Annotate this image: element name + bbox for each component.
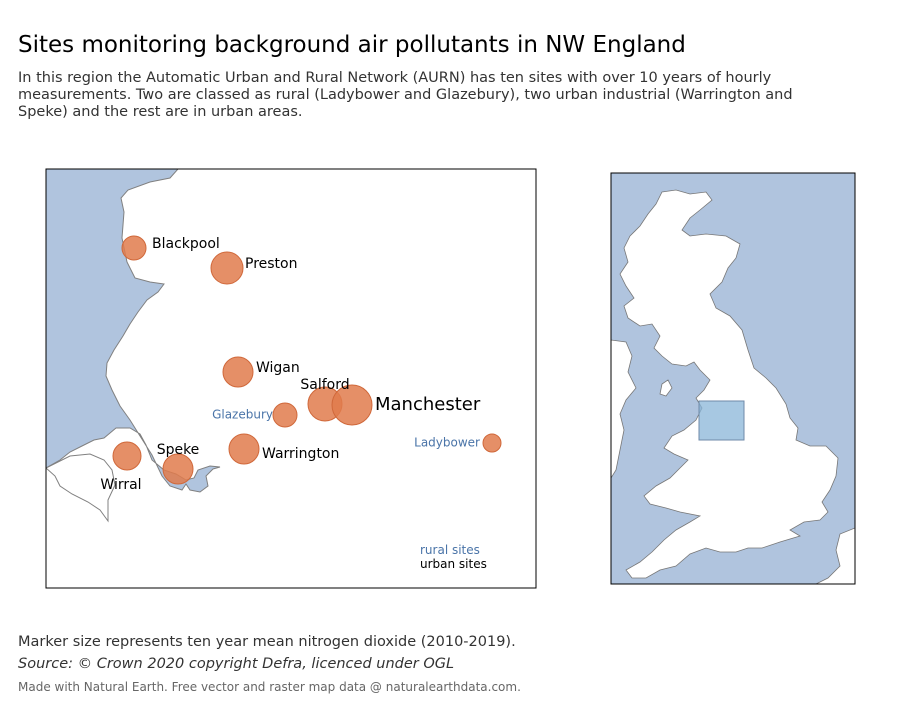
site-marker-preston (210, 251, 244, 285)
site-label-salford: Salford (300, 377, 349, 393)
site-label-wirral: Wirral (100, 477, 141, 493)
site-marker-warrington (228, 433, 260, 465)
site-label-warrington: Warrington (262, 446, 339, 462)
site-marker-speke (162, 453, 194, 485)
wirral-land (46, 453, 116, 523)
site-label-wigan: Wigan (256, 360, 300, 376)
region-highlight (698, 400, 745, 441)
footnote-credit: Made with Natural Earth. Free vector and… (18, 680, 521, 694)
legend-urban: urban sites (420, 557, 487, 571)
site-label-blackpool: Blackpool (152, 236, 220, 252)
uk-inset-map (610, 172, 856, 585)
isle-of-man (659, 379, 673, 397)
ireland-edge (611, 339, 637, 479)
site-marker-glazebury (272, 402, 298, 428)
footnote-source: Source: © Crown 2020 copyright Defra, li… (18, 656, 455, 672)
inset-frame (610, 172, 856, 585)
site-label-manchester: Manchester (375, 394, 481, 415)
france-corner (815, 527, 855, 584)
site-marker-wirral (112, 441, 142, 471)
site-marker-blackpool (121, 235, 147, 261)
site-label-preston: Preston (245, 256, 297, 272)
site-marker-ladybower (482, 433, 502, 453)
legend-rural: rural sites (420, 543, 480, 557)
site-label-speke: Speke (157, 442, 200, 458)
footnote-marker-size: Marker size represents ten year mean nit… (18, 634, 516, 650)
page-subtitle: In this region the Automatic Urban and R… (18, 70, 793, 120)
page-title: Sites monitoring background air pollutan… (18, 32, 686, 58)
site-label-ladybower: Ladybower (414, 436, 480, 450)
site-label-glazebury: Glazebury (212, 408, 273, 422)
irish-sea (46, 169, 221, 493)
great-britain (619, 189, 839, 579)
site-marker-manchester (331, 384, 373, 426)
site-marker-wigan (222, 356, 254, 388)
map-frame (45, 168, 537, 589)
